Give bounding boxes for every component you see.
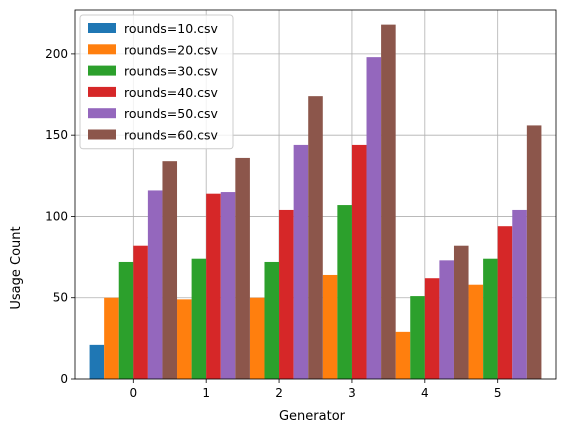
bar-rounds=20.csv-gen-1 bbox=[177, 299, 192, 379]
bar-rounds=30.csv-gen-2 bbox=[264, 261, 280, 379]
bar-rounds=60.csv-gen-5 bbox=[526, 125, 542, 380]
legend-label: rounds=30.csv bbox=[124, 64, 219, 79]
legend-swatch bbox=[88, 44, 116, 55]
bar-rounds=40.csv-gen-1 bbox=[206, 193, 221, 379]
legend-swatch bbox=[88, 65, 116, 76]
bar-rounds=50.csv-gen-0 bbox=[147, 190, 163, 379]
bar-rounds=60.csv-gen-0 bbox=[162, 161, 178, 379]
bar-rounds=20.csv-gen-4 bbox=[395, 331, 411, 379]
bar-rounds=20.csv-gen-3 bbox=[322, 274, 338, 379]
legend-label: rounds=50.csv bbox=[124, 106, 219, 121]
bar-rounds=60.csv-gen-4 bbox=[453, 245, 469, 379]
bar-rounds=20.csv-gen-0 bbox=[104, 297, 119, 379]
x-tick-label: 4 bbox=[421, 386, 429, 400]
bar-rounds=50.csv-gen-1 bbox=[220, 192, 236, 379]
legend-swatch bbox=[88, 129, 116, 140]
bar-rounds=60.csv-gen-1 bbox=[235, 157, 250, 379]
bars bbox=[89, 24, 542, 380]
legend: rounds=10.csv rounds=20.csv rounds=30.csv r… bbox=[79, 14, 234, 150]
bar-rounds=30.csv-gen-5 bbox=[483, 258, 498, 379]
bar-rounds=50.csv-gen-2 bbox=[293, 144, 309, 379]
bar-rounds=40.csv-gen-3 bbox=[351, 144, 367, 379]
bar-rounds=40.csv-gen-4 bbox=[424, 278, 440, 379]
bar-rounds=30.csv-gen-4 bbox=[410, 296, 425, 379]
bar-rounds=20.csv-gen-2 bbox=[249, 297, 265, 379]
x-axis-label: Generator bbox=[279, 409, 346, 424]
y-tick-label: 150 bbox=[45, 128, 68, 142]
x-tick-label: 1 bbox=[202, 386, 210, 400]
y-tick-label: 0 bbox=[60, 372, 68, 386]
legend-label: rounds=10.csv bbox=[124, 21, 219, 36]
bar-rounds=40.csv-gen-5 bbox=[497, 226, 513, 379]
bar-rounds=50.csv-gen-3 bbox=[366, 57, 382, 380]
bar-rounds=10.csv-gen-0 bbox=[89, 344, 105, 379]
bar-rounds=50.csv-gen-4 bbox=[439, 260, 454, 379]
x-tick-label: 2 bbox=[275, 386, 283, 400]
y-axis-ticks: 0 50 100 150 200 bbox=[45, 47, 75, 386]
y-tick-label: 100 bbox=[45, 209, 68, 223]
bar-rounds=60.csv-gen-2 bbox=[308, 96, 323, 380]
bar-rounds=30.csv-gen-0 bbox=[118, 261, 134, 379]
legend-label: rounds=60.csv bbox=[124, 128, 219, 143]
bar-rounds=50.csv-gen-5 bbox=[512, 209, 527, 379]
legend-swatch bbox=[88, 108, 116, 119]
y-tick-label: 50 bbox=[53, 291, 68, 305]
bar-rounds=20.csv-gen-5 bbox=[468, 284, 484, 379]
y-tick-label: 200 bbox=[45, 47, 68, 61]
x-tick-label: 3 bbox=[348, 386, 356, 400]
legend-label: rounds=20.csv bbox=[124, 42, 219, 57]
x-tick-label: 5 bbox=[494, 386, 502, 400]
x-tick-label: 0 bbox=[129, 386, 137, 400]
legend-swatch bbox=[88, 86, 116, 97]
legend-label: rounds=40.csv bbox=[124, 85, 219, 100]
bar-rounds=30.csv-gen-1 bbox=[191, 258, 207, 379]
bar-rounds=60.csv-gen-3 bbox=[381, 24, 396, 380]
legend-frame bbox=[79, 14, 234, 150]
bar-rounds=40.csv-gen-0 bbox=[133, 245, 148, 379]
bar-rounds=40.csv-gen-2 bbox=[279, 209, 294, 379]
y-axis-label: Usage Count bbox=[9, 226, 24, 309]
bar-rounds=30.csv-gen-3 bbox=[337, 205, 352, 379]
legend-swatch bbox=[88, 23, 116, 33]
x-axis-ticks: 0 1 2 3 4 5 bbox=[129, 379, 502, 400]
plot-area-frame bbox=[74, 9, 557, 380]
